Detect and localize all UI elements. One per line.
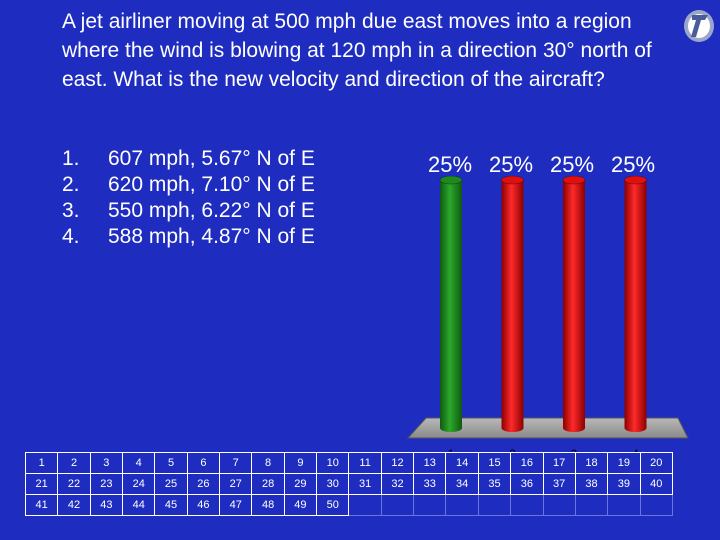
responder-cell: 33	[413, 473, 447, 495]
grid-row: 41 42 43 44 45 46 47 48 49 50	[24, 494, 673, 516]
responder-cell: 11	[348, 452, 382, 474]
responder-cell: 41	[24, 494, 59, 516]
responder-cell: 28	[251, 473, 285, 495]
answer-text: 588 mph, 4.87° N of E	[108, 225, 315, 248]
chart-floor	[406, 417, 689, 439]
responder-cell: 27	[219, 473, 253, 495]
responder-cell: 29	[283, 473, 318, 495]
bar-3	[562, 176, 586, 432]
empty-cell	[348, 494, 382, 516]
bar-value-label-4: 25%	[611, 152, 656, 177]
bar-body	[563, 180, 585, 428]
responder-cell: 42	[57, 494, 91, 516]
responder-cell: 25	[154, 473, 188, 495]
answer-list: 1. 607 mph, 5.67° N of E 2. 620 mph, 7.10°…	[62, 146, 315, 250]
empty-cell	[510, 494, 544, 516]
responder-cell: 44	[122, 494, 156, 516]
empty-cell	[413, 494, 447, 516]
empty-cell	[607, 494, 641, 516]
answer-text: 550 mph, 6.22° N of E	[108, 199, 315, 222]
empty-cell	[542, 494, 576, 516]
responder-cell: 20	[639, 452, 673, 474]
responder-cell: 45	[154, 494, 188, 516]
answer-text: 620 mph, 7.10° N of E	[108, 173, 315, 196]
bar-2	[501, 176, 524, 432]
responder-cell: 13	[413, 452, 447, 474]
responder-cell: 17	[542, 452, 576, 474]
responder-cell: 47	[219, 494, 253, 516]
responder-cell: 1	[24, 452, 59, 474]
bar-value-label-2: 25%	[489, 152, 534, 177]
responder-cell: 24	[122, 473, 156, 495]
responder-cell: 16	[510, 452, 544, 474]
answer-number: 2.	[62, 173, 80, 196]
responder-cell: 37	[542, 473, 576, 495]
responder-cell: 50	[316, 494, 350, 516]
responder-cell: 7	[219, 452, 253, 474]
responder-cell: 40	[639, 473, 673, 495]
bar-4	[624, 176, 647, 432]
responder-cell: 12	[380, 452, 415, 474]
bar-cap	[562, 176, 586, 185]
responder-cell: 3	[89, 452, 124, 474]
answer-option-3: 3. 550 mph, 6.22° N of E	[62, 198, 315, 224]
bar-cap	[501, 176, 524, 185]
empty-cell	[380, 494, 415, 516]
bar-cap	[439, 176, 463, 185]
responder-cell: 19	[607, 452, 641, 474]
bar-body	[624, 180, 647, 428]
empty-cell	[445, 494, 479, 516]
question-text: A jet airliner moving at 500 mph due eas…	[62, 10, 652, 91]
responder-cell: 21	[24, 473, 59, 495]
responder-cell: 9	[283, 452, 318, 474]
responder-cell: 14	[445, 452, 479, 474]
empty-cell	[574, 494, 609, 516]
responder-cell: 23	[89, 473, 124, 495]
bar-body	[440, 180, 462, 428]
responder-cell: 5	[154, 452, 188, 474]
empty-cell	[477, 494, 512, 516]
responder-cell: 39	[607, 473, 641, 495]
empty-cell	[639, 494, 673, 516]
turningpoint-logo-icon	[684, 10, 714, 42]
answer-text: 607 mph, 5.67° N of E	[108, 147, 315, 170]
responder-cell: 18	[574, 452, 609, 474]
grid-row: 21 22 23 24 25 26 27 28 29 30 31 32 33 34 35 36 37 38 39 40	[24, 473, 673, 495]
responder-cell: 30	[316, 473, 350, 495]
bar-value-label-1: 25%	[428, 152, 473, 177]
answer-number: 3.	[62, 199, 80, 222]
responder-cell: 49	[283, 494, 318, 516]
bar-1	[439, 176, 463, 432]
bar-cap	[624, 176, 647, 185]
answer-number: 4.	[62, 225, 80, 248]
responder-cell: 2	[57, 452, 91, 474]
response-grid: 1 2 3 4 5 6 7 8 9 10 11 12 13 14 15 16 17 18 19 20 21 22 23 24 2…	[24, 452, 673, 516]
responder-cell: 10	[316, 452, 350, 474]
responder-cell: 15	[477, 452, 512, 474]
responder-cell: 35	[477, 473, 512, 495]
responder-cell: 48	[251, 494, 285, 516]
responder-cell: 46	[186, 494, 221, 516]
responder-cell: 43	[89, 494, 124, 516]
answer-number: 1.	[62, 147, 80, 170]
responder-cell: 22	[57, 473, 91, 495]
responder-cell: 38	[574, 473, 609, 495]
answer-option-1: 1. 607 mph, 5.67° N of E	[62, 146, 315, 172]
responder-cell: 36	[510, 473, 544, 495]
answer-option-4: 4. 588 mph, 4.87° N of E	[62, 224, 315, 250]
answer-option-2: 2. 620 mph, 7.10° N of E	[62, 172, 315, 198]
responder-cell: 31	[348, 473, 382, 495]
responder-cell: 6	[186, 452, 221, 474]
responder-cell: 26	[186, 473, 221, 495]
chart-bars	[439, 176, 647, 432]
responder-cell: 32	[380, 473, 415, 495]
grid-row: 1 2 3 4 5 6 7 8 9 10 11 12 13 14 15 16 17 18 19 20	[24, 452, 673, 474]
bar-body	[501, 180, 524, 428]
bar-value-label-3: 25%	[550, 152, 595, 177]
responder-cell: 4	[122, 452, 156, 474]
responder-cell: 8	[251, 452, 285, 474]
responder-cell: 34	[445, 473, 479, 495]
